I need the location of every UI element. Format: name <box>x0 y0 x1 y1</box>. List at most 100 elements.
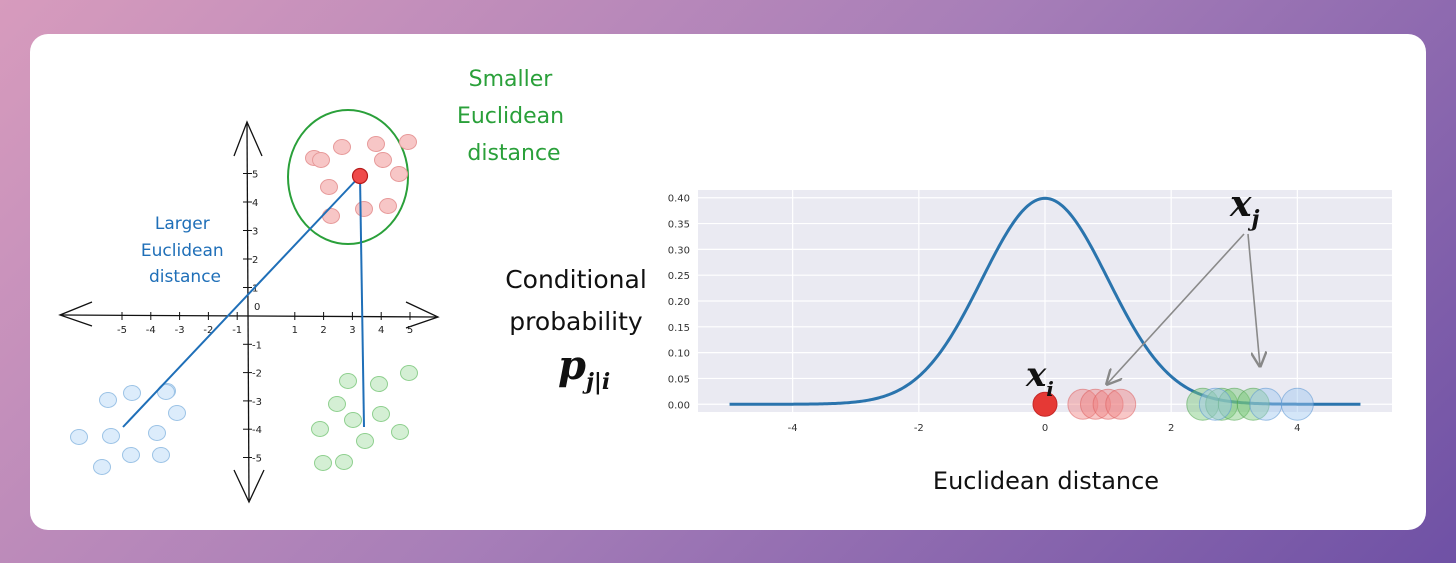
y-tick-label: 1 <box>252 284 258 295</box>
blue-cluster <box>70 383 186 475</box>
xi-label-base: x <box>1025 355 1047 395</box>
red-point <box>320 179 338 195</box>
smaller-distance-line <box>359 175 365 428</box>
y-axis-top-arrow <box>233 120 263 157</box>
y-tick-label: -4 <box>252 425 262 436</box>
red-point <box>367 136 385 152</box>
blue-neighbor-point <box>1280 387 1314 421</box>
x-tick-label: 1 <box>292 325 298 336</box>
larger-label-line3: distance <box>149 267 221 287</box>
left-axis-ticks: -5 -4 -3 -2 -1 1 2 3 4 5 0 5 4 3 2 1 -1 -2 -3 -4 -5 <box>117 170 413 465</box>
larger-distance-line <box>122 175 361 428</box>
y-tick-label: 0.20 <box>668 297 690 308</box>
x-tick-labels: -4 -2 0 2 4 <box>788 423 1301 434</box>
blue-point <box>148 425 166 441</box>
green-point <box>328 396 346 412</box>
red-point <box>390 166 408 182</box>
p-j-given-i-math: pj|i <box>558 342 610 395</box>
origin-label: 0 <box>254 302 260 313</box>
xi-point <box>1032 391 1058 417</box>
y-tick-label: 2 <box>252 255 258 266</box>
red-point <box>333 139 351 155</box>
x-tick-label: -2 <box>914 423 924 434</box>
y-tick-label: 0.00 <box>668 400 690 411</box>
y-axis <box>246 123 250 501</box>
green-point <box>391 424 409 440</box>
blue-neighbor-point <box>1198 387 1232 421</box>
red-neighbor-point <box>1067 388 1099 420</box>
y-tick-label: 0.30 <box>668 245 690 256</box>
gaussian-chart: 0.000.050.100.150.200.250.300.350.40 -4-… <box>668 183 1392 495</box>
x-axis-left-arrow <box>58 301 93 327</box>
blue-point <box>102 428 120 444</box>
gaussian-curve <box>729 196 1361 406</box>
x-tick-label: 4 <box>1294 423 1300 434</box>
red-neighbor-point <box>1092 388 1124 420</box>
larger-label-line2: Euclidean <box>141 241 224 261</box>
blue-point <box>157 384 175 400</box>
x-tick-label: 3 <box>349 325 355 336</box>
smaller-label-line1: Smaller <box>469 67 554 92</box>
conditional-probability-label: Conditional probability pj|i <box>505 265 647 395</box>
reference-point-xi <box>351 167 369 185</box>
green-cluster <box>311 365 418 471</box>
x-tick-label: -4 <box>146 325 156 336</box>
x-tick-label: 5 <box>407 325 413 336</box>
y-tick-labels: 0.00 0.05 0.10 0.15 0.20 0.25 0.30 0.35 0.40 <box>668 194 690 412</box>
cond-prob-line2: probability <box>509 307 643 336</box>
green-neighbor-point <box>1236 387 1270 421</box>
p-math-base: p <box>558 342 586 389</box>
smaller-label-line3: distance <box>467 141 560 166</box>
y-tick-label: 0.40 <box>668 194 690 205</box>
left-scatter-diagram: -5 -4 -3 -2 -1 1 2 3 4 5 0 5 4 3 2 1 -1 -2 -3 -4 -5 Smaller … <box>58 67 564 504</box>
x-axis <box>61 314 437 318</box>
red-point <box>355 201 373 217</box>
neighborhood-circle <box>287 109 409 245</box>
green-point <box>314 455 332 471</box>
smaller-label-line2: Euclidean <box>457 104 564 129</box>
blue-point <box>70 429 88 445</box>
red-point <box>399 134 417 150</box>
red-cluster <box>305 134 417 224</box>
green-point <box>339 373 357 389</box>
y-tick-label: 0.15 <box>668 323 690 334</box>
xj-arrow-to-red <box>1107 233 1245 384</box>
y-tick-label: -3 <box>252 397 262 408</box>
xj-arrow-to-green <box>1247 233 1260 366</box>
cond-prob-line1: Conditional <box>505 265 647 294</box>
y-axis-bottom-arrow <box>233 469 265 504</box>
red-neighbor-point <box>1105 388 1137 420</box>
blue-neighbor-point <box>1249 387 1283 421</box>
chart-gridlines <box>698 190 1392 412</box>
blue-point <box>122 447 140 463</box>
green-point <box>335 454 353 470</box>
blue-point <box>99 392 117 408</box>
chart-points <box>1032 387 1314 421</box>
x-tick-label: -4 <box>788 423 798 434</box>
y-tick-label: 3 <box>252 227 258 238</box>
y-tick-label: -5 <box>252 454 262 465</box>
blue-point <box>123 385 141 401</box>
p-math-subscript: j|i <box>582 369 610 395</box>
x-tick-label: 4 <box>378 325 384 336</box>
red-point <box>312 152 330 168</box>
xi-label-subscript: i <box>1046 377 1054 401</box>
red-neighbor-point <box>1079 388 1111 420</box>
y-tick-label: 0.35 <box>668 220 690 231</box>
larger-distance-label: Larger Euclidean distance <box>141 214 229 287</box>
y-tick-label: 4 <box>252 198 258 209</box>
red-point <box>374 152 392 168</box>
y-tick-label: 0.25 <box>668 271 690 282</box>
x-tick-label: -2 <box>203 325 213 336</box>
red-point <box>322 208 340 224</box>
blue-point <box>93 459 111 475</box>
x-axis-label: Euclidean distance <box>933 467 1159 495</box>
scene-canvas: -5 -4 -3 -2 -1 1 2 3 4 5 0 5 4 3 2 1 -1 -2 -3 -4 -5 Smaller … <box>58 67 1392 504</box>
green-point <box>311 421 329 437</box>
blue-point <box>152 447 170 463</box>
xi-label: xi <box>1025 355 1054 401</box>
y-tick-label: -2 <box>252 369 262 380</box>
green-point <box>356 433 374 449</box>
y-tick-label: 5 <box>252 170 258 181</box>
green-point <box>372 406 390 422</box>
